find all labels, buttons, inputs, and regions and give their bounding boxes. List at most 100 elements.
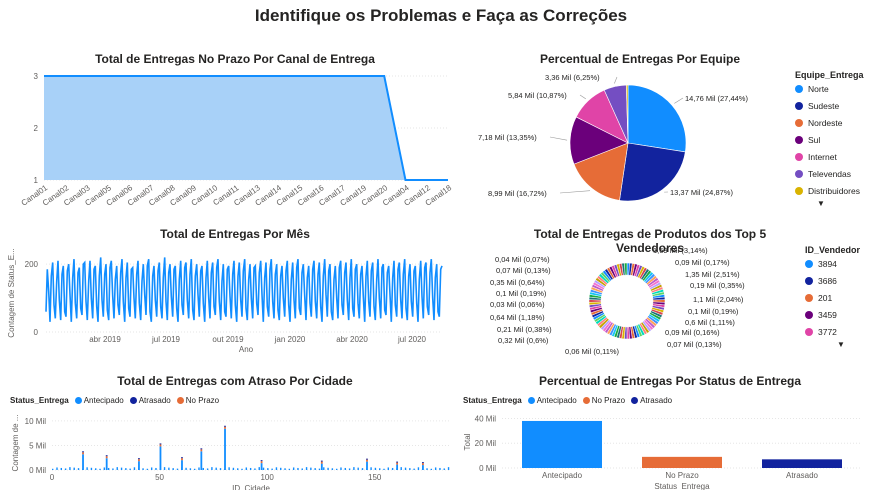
bar [409,468,411,470]
bar [219,468,222,470]
chart-vendedores[interactable]: 1,69 Mil (3,14%) 0,09 Mil (0,17%) 1,35 Mil… [470,244,800,359]
legend-item[interactable]: 3459 [805,306,880,323]
bar [107,467,110,470]
data-label: 0,03 Mil (0,06%) [490,300,545,309]
bar [396,464,399,470]
data-label: 0,6 Mil (1,11%) [685,318,735,327]
bar [133,467,136,470]
bar [301,468,303,470]
legend-more-icon[interactable]: ▼ [837,340,845,349]
x-axis-label: Ano [239,345,254,354]
legend-item[interactable]: 3772 [805,323,880,340]
legend-item[interactable]: 3894 [805,255,880,272]
legend-marker [805,293,813,302]
bar [361,468,364,470]
bar [146,468,149,470]
bar [206,468,209,470]
data-label: 8,99 Mil (16,72%) [488,189,547,198]
legend-more-icon[interactable]: ▼ [817,199,825,208]
bar [185,467,187,470]
bar [443,468,445,470]
bar [112,468,114,470]
bar [69,467,71,470]
legend-item[interactable]: Antecipado [527,396,577,405]
chart-cidade[interactable]: 0 Mil 5 Mil 10 Mil 0 50 100 150 ID_Cidade Contag… [0,408,460,490]
legend-item[interactable]: Norte [795,80,880,97]
bar [163,467,166,470]
bar [193,468,196,470]
bar [430,468,433,470]
legend-equipe: Equipe_Entrega Norte Sudeste Nordeste Sul In… [795,70,880,208]
legend-label: Sul [808,134,821,145]
legend-item[interactable]: No Prazo [582,396,626,405]
legend-label: Antecipado [536,396,577,405]
bar [391,467,394,470]
data-label: 0,1 Mil (0,19%) [496,289,547,298]
bar [320,463,323,470]
bar [105,458,108,470]
legend-marker [176,397,184,404]
legend-marker [795,169,803,178]
data-label: 0,06 Mil (0,11%) [565,347,620,356]
legend-item[interactable]: Sudeste [795,97,880,114]
legend-item[interactable]: 201 [805,289,880,306]
bar-segment [422,462,424,464]
bar-segment [105,456,108,459]
bar [305,467,308,470]
legend-marker [805,327,813,336]
bar [642,456,722,468]
legend-item[interactable]: Sul [795,131,880,148]
bar [211,467,213,470]
bar [522,420,602,468]
x-tick-label: jul 2020 [397,335,427,344]
y-tick-label: 200 [25,260,39,269]
bar [215,467,217,470]
bar [159,446,162,470]
bar [241,468,243,470]
bar [86,467,88,470]
legend-item[interactable]: Nordeste [795,114,880,131]
bar [116,467,118,470]
bar [172,468,174,470]
legend-label: 3459 [818,309,837,320]
donut-segment [624,262,628,276]
bar [297,467,299,470]
bar-segment [224,425,226,427]
chart-canal[interactable]: 123Canal01Canal02Canal03Canal05Canal06Ca… [0,68,460,218]
bar [138,461,140,470]
legend-item[interactable]: No Prazo [176,396,219,405]
leader-line [559,190,591,194]
legend-label: Internet [808,151,837,162]
legend-label: No Prazo [591,396,626,405]
legend-label: Sudeste [808,100,840,111]
legend-marker [795,152,803,161]
legend-marker [129,397,137,404]
bar-segment [181,458,183,461]
bar-segment [260,461,263,464]
bar [155,467,157,470]
legend-item[interactable]: Atrasado [129,396,171,405]
chart-title-canal: Total de Entregas No Prazo Por Canal de … [95,52,375,66]
x-tick-label: jan 2020 [274,335,306,344]
legend-item[interactable]: Atrasado [631,396,672,405]
bar-segment [366,459,368,462]
bar-segment [396,461,399,463]
bar [292,467,295,470]
data-label: 0,32 Mil (0,6%) [498,336,549,345]
bar [125,468,127,470]
chart-mes[interactable]: 0 200 abr 2019 jul 2019 out 2019 jan 2020 abr … [0,244,460,359]
legend-item[interactable]: Distribuidores [795,182,880,199]
data-label: 0,09 Mil (0,17%) [675,258,730,267]
legend-item[interactable]: Antecipado [74,396,124,405]
legend-item[interactable]: 3686 [805,272,880,289]
legend-item[interactable]: Internet [795,148,880,165]
chart-status[interactable]: 0 Mil 20 Mil 40 Mil Antecipado No Prazo Atras… [450,408,880,490]
legend-item[interactable]: Televendas [795,165,880,182]
bar [331,468,334,470]
bar [52,468,54,470]
bar [103,467,106,470]
chart-equipe[interactable]: 14,76 Mil (27,44%) 13,37 Mil (24,87%) 8,99… [470,68,790,218]
x-tick-label: jul 2019 [151,335,181,344]
bar-segment [396,462,399,465]
x-tick-label: 50 [155,473,164,482]
